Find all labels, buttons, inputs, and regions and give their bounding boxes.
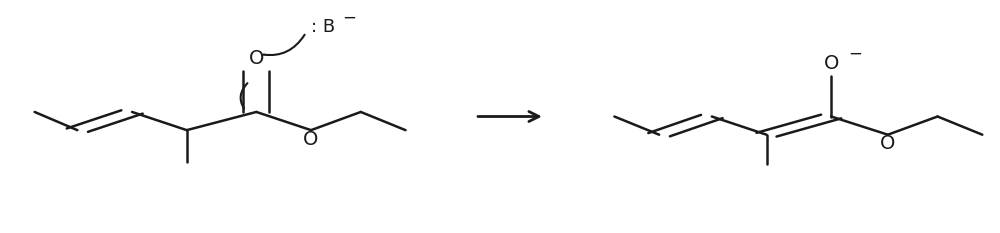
FancyArrowPatch shape [241, 83, 247, 108]
Text: O: O [823, 54, 839, 72]
Text: O: O [880, 134, 896, 153]
FancyArrowPatch shape [264, 35, 305, 55]
Text: O: O [249, 49, 264, 68]
Text: : B: : B [311, 18, 335, 36]
Text: O: O [303, 130, 319, 149]
Text: −: − [848, 45, 862, 63]
Text: −: − [342, 9, 356, 27]
